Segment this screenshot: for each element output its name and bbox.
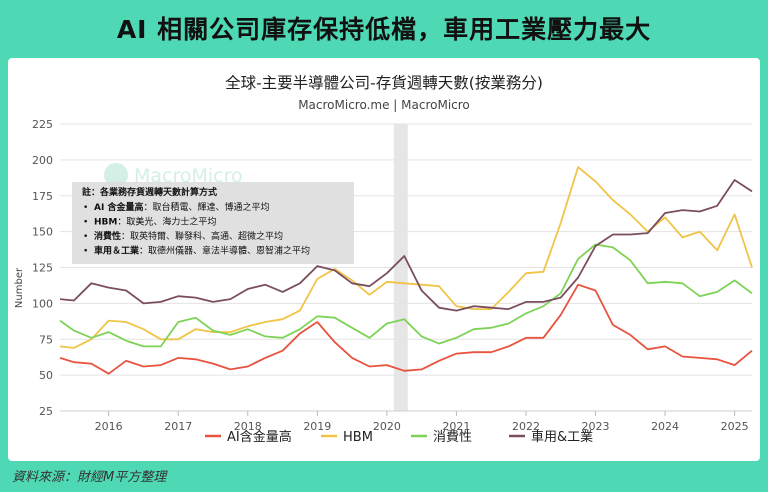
x-tick-label: 2024	[651, 420, 679, 433]
series-line-消費性	[59, 243, 753, 348]
note-line: 車用＆工業：取德州儀器、意法半導體、恩智浦之平均	[94, 245, 310, 257]
series-line-車用&工業	[59, 179, 753, 312]
chart-card: MacroMicro 25 50 75 100 125 150 175 200 225 2016…	[8, 58, 760, 461]
y-tick-label: 150	[32, 226, 53, 239]
x-tick-label: 2020	[373, 420, 401, 433]
note-bullet: •	[83, 218, 88, 228]
line-chart: MacroMicro 25 50 75 100 125 150 175 200 225 2016…	[14, 74, 753, 445]
note-line: AI 含金量高：取台積電、輝達、博通之平均	[94, 201, 269, 213]
y-tick-label: 125	[32, 262, 53, 275]
chart-subtitle: MacroMicro.me | MacroMicro	[298, 98, 470, 112]
y-tick-label: 225	[32, 118, 53, 131]
x-tick-label: 2022	[512, 420, 540, 433]
series-line-AI含金量高	[59, 283, 753, 375]
watermark-text: MacroMicro	[134, 165, 243, 187]
note-box	[72, 182, 354, 264]
x-tick-label: 2023	[582, 420, 610, 433]
legend-label: HBM	[343, 430, 373, 445]
x-tick-label: 2025	[721, 420, 749, 433]
x-tick-label: 2019	[303, 420, 331, 433]
y-tick-label: 50	[39, 369, 53, 382]
x-tick-label: 2021	[442, 420, 470, 433]
source-note: 資料來源：財經M平方整理	[12, 470, 167, 485]
legend-label: 消費性	[433, 430, 472, 445]
note-line: 消費性：取英特爾、聯發科、高通、超微之平均	[94, 230, 283, 242]
note-bullet: •	[83, 232, 88, 242]
x-tick-label: 2016	[95, 420, 123, 433]
chart-title: 全球-主要半導體公司-存貨週轉天數(按業務分)	[225, 74, 543, 92]
headline: AI 相關公司庫存保持低檔，車用工業壓力最大	[116, 15, 652, 44]
note-bullet: •	[83, 247, 88, 257]
watermark-logo-icon	[104, 163, 128, 187]
note-title: 註：各業務存貨週轉天數計算方式	[82, 186, 217, 198]
y-axis-label: Number	[14, 267, 25, 308]
y-tick-label: 175	[32, 190, 53, 203]
y-tick-label: 75	[39, 333, 53, 346]
note-line: HBM：取美光、海力士之平均	[94, 216, 216, 228]
note-bullet: •	[83, 203, 88, 213]
x-tick-label: 2017	[164, 420, 192, 433]
series-line-HBM	[59, 166, 753, 349]
y-tick-label: 200	[32, 154, 53, 167]
x-tick-label: 2018	[234, 420, 262, 433]
y-tick-label: 25	[39, 405, 53, 418]
legend-label: AI含金量高	[227, 429, 292, 445]
y-tick-label: 100	[32, 297, 53, 310]
legend-label: 車用&工業	[531, 429, 593, 445]
